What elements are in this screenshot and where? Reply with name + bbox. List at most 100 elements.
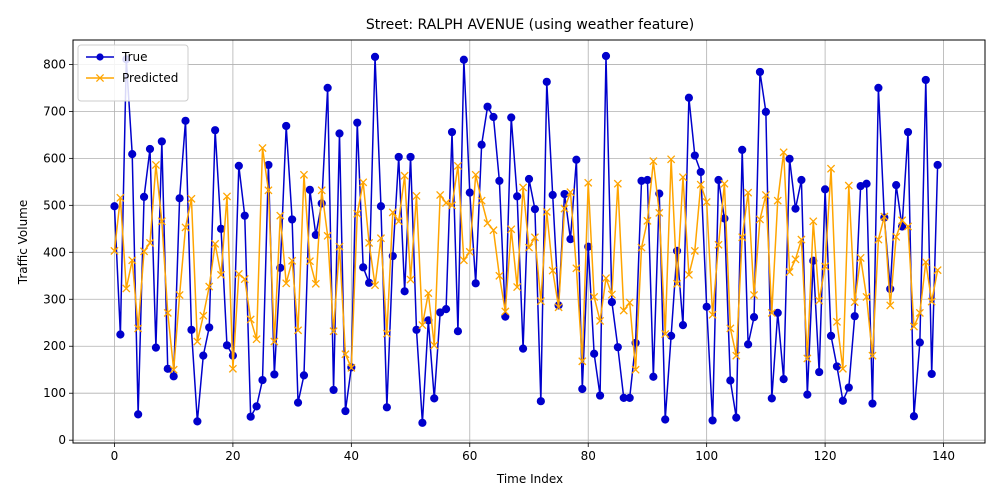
- data-point-true: [305, 185, 314, 194]
- data-point-predicted: [483, 219, 492, 228]
- data-point-true: [803, 390, 812, 399]
- data-point-predicted: [542, 207, 551, 216]
- data-point-true: [471, 279, 480, 288]
- data-point-true: [507, 113, 516, 122]
- data-point-true: [175, 194, 184, 203]
- data-point-predicted: [418, 321, 427, 330]
- data-point-predicted: [163, 308, 172, 317]
- data-point-true: [418, 418, 427, 427]
- data-point-predicted: [453, 161, 462, 170]
- data-point-predicted: [175, 290, 184, 300]
- data-point-predicted: [815, 296, 824, 305]
- data-point-true: [625, 393, 634, 403]
- data-point-true: [868, 399, 877, 408]
- data-point-true: [430, 394, 439, 403]
- data-point-predicted: [536, 297, 545, 306]
- data-point-predicted: [601, 274, 611, 283]
- data-point-predicted: [874, 235, 883, 244]
- data-point-predicted: [382, 329, 391, 338]
- y-tick-label: 300: [43, 292, 66, 306]
- data-point-predicted: [447, 201, 457, 210]
- x-tick-label: 40: [344, 449, 359, 463]
- data-point-predicted: [436, 190, 445, 200]
- data-point-predicted: [832, 317, 842, 326]
- data-point-predicted: [767, 308, 776, 317]
- data-point-true: [933, 160, 942, 170]
- data-point-true: [821, 185, 830, 194]
- data-point-true: [732, 413, 741, 422]
- data-point-predicted: [329, 327, 338, 336]
- data-point-predicted: [667, 155, 676, 164]
- data-point-true: [661, 415, 670, 424]
- data-point-true: [696, 167, 705, 177]
- data-point-predicted: [791, 255, 800, 264]
- data-point-predicted: [128, 256, 137, 265]
- chart-title: Street: RALPH AVENUE (using weather feat…: [366, 17, 694, 33]
- data-point-true: [252, 402, 261, 411]
- data-point-predicted: [826, 164, 836, 173]
- data-point-predicted: [732, 351, 741, 360]
- data-point-predicted: [572, 264, 581, 273]
- data-point-true: [258, 375, 267, 385]
- data-point-true: [116, 330, 125, 339]
- data-point-predicted: [838, 364, 847, 373]
- data-point-true: [495, 176, 504, 186]
- data-point-predicted: [157, 217, 166, 226]
- data-point-true: [779, 375, 788, 384]
- data-point-true: [726, 376, 735, 385]
- data-point-predicted: [862, 292, 871, 301]
- data-point-predicted: [755, 215, 765, 224]
- data-point-true: [530, 204, 540, 214]
- data-point-predicted: [921, 258, 930, 267]
- data-point-predicted: [797, 235, 806, 244]
- data-point-predicted: [240, 275, 249, 284]
- data-point-predicted: [246, 315, 255, 324]
- axis-ticks: 0 20 40 60 80 100 120 140 0 100 200 300 400 500 600 700…: [43, 57, 955, 463]
- data-point-predicted: [898, 216, 907, 225]
- data-point-predicted: [625, 298, 634, 307]
- data-point-predicted: [477, 196, 486, 205]
- data-point-true: [601, 51, 611, 61]
- data-point-predicted: [749, 290, 759, 300]
- y-tick-label: 600: [43, 151, 66, 165]
- data-point-predicted: [554, 303, 563, 312]
- data-point-true: [365, 278, 374, 287]
- y-tick-label: 200: [43, 339, 66, 353]
- data-point-predicted: [151, 160, 160, 169]
- data-point-true: [785, 154, 794, 163]
- data-point-predicted: [738, 233, 747, 242]
- data-point-predicted: [696, 180, 705, 189]
- data-point-predicted: [821, 262, 830, 271]
- data-point-true: [862, 179, 871, 188]
- data-point-true: [909, 412, 919, 421]
- data-point-true: [702, 302, 711, 311]
- y-tick-label: 700: [43, 104, 66, 118]
- data-point-predicted: [370, 281, 380, 290]
- data-point-true: [199, 351, 208, 360]
- data-point-predicted: [643, 216, 652, 225]
- data-point-predicted: [293, 326, 303, 335]
- data-point-true: [815, 367, 824, 377]
- data-point-predicted: [222, 192, 232, 201]
- legend-label-true: True: [121, 50, 148, 64]
- data-point-predicted: [264, 186, 273, 195]
- data-point-true: [323, 83, 332, 93]
- data-point-predicted: [915, 308, 924, 317]
- data-point-true: [447, 127, 457, 137]
- y-axis-label: Traffic Volume: [16, 200, 30, 286]
- data-point-predicted: [785, 267, 794, 277]
- data-point-predicted: [258, 143, 267, 153]
- data-point-predicted: [566, 188, 575, 197]
- plot-frame: [72, 39, 986, 444]
- data-point-predicted: [193, 337, 202, 346]
- data-point-true: [145, 144, 155, 154]
- data-point-true: [246, 412, 255, 421]
- data-point-predicted: [507, 225, 516, 234]
- data-point-predicted: [388, 208, 397, 217]
- data-point-true: [370, 52, 380, 62]
- data-point-true: [412, 325, 421, 334]
- data-point-predicted: [305, 257, 314, 266]
- y-tick-label: 400: [43, 245, 66, 259]
- data-point-predicted: [199, 311, 208, 320]
- data-point-true: [874, 83, 883, 93]
